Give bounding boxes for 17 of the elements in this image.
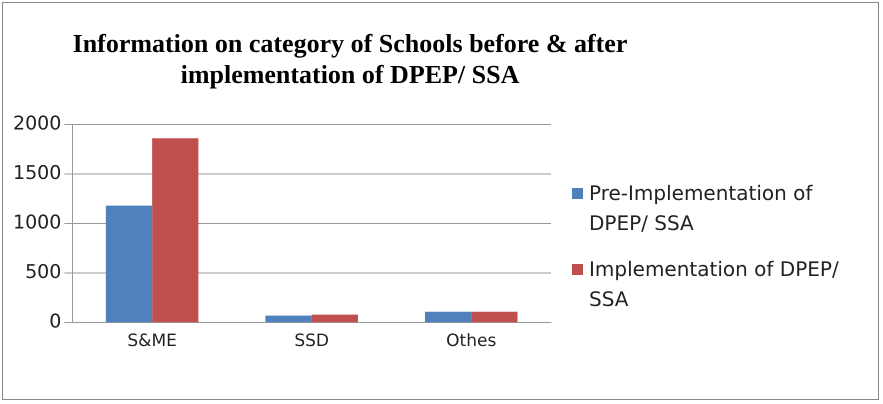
x-tick-label: Othes — [446, 331, 496, 352]
bar — [424, 312, 472, 322]
bar — [265, 316, 312, 322]
y-tick-label: 500 — [25, 260, 62, 283]
bar — [312, 314, 358, 322]
legend-label: Pre-Implementation of DPEP/ SSA — [589, 180, 814, 237]
bar — [106, 206, 152, 322]
bar — [152, 138, 198, 322]
chart-title: Information on category of Schools before & after implementation of DPEP/ SSA — [72, 28, 628, 90]
y-tick-label: 0 — [49, 310, 62, 333]
bar — [471, 312, 518, 322]
x-tick-label: S&ME — [127, 331, 177, 352]
legend-label: Implementation of DPEP/ SSA — [589, 256, 840, 313]
y-tick-label: 2000 — [12, 112, 62, 134]
y-tick-label: 1000 — [12, 211, 62, 234]
x-tick-label: SSD — [294, 331, 330, 352]
y-tick-label: 1500 — [12, 162, 62, 184]
